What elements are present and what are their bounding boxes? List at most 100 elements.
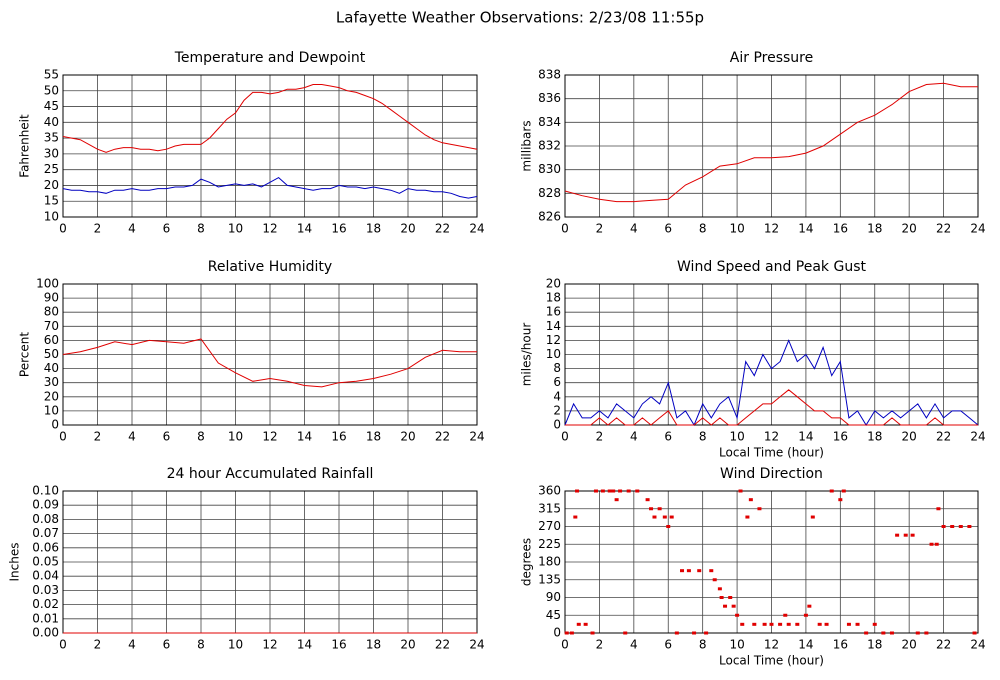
point: [807, 604, 812, 608]
point: [748, 498, 753, 502]
point: [593, 489, 598, 493]
y-tick-label: 50: [44, 83, 59, 97]
y-tick-label: 0.04: [32, 569, 59, 583]
point: [872, 622, 877, 626]
point: [762, 622, 767, 626]
point: [614, 498, 619, 502]
x-tick-label: 2: [94, 638, 102, 652]
x-tick-label: 10: [729, 638, 744, 652]
point: [709, 569, 714, 573]
point: [607, 489, 612, 493]
y-tick-label: 40: [44, 115, 59, 129]
y-axis-label: degrees: [520, 538, 534, 586]
y-tick-label: 0.05: [32, 555, 59, 569]
x-tick-label: 6: [163, 638, 171, 652]
y-tick-label: 0.06: [32, 540, 59, 554]
y-tick-label: 70: [44, 319, 59, 333]
x-tick-label: 8: [699, 638, 707, 652]
y-tick-label: 90: [44, 291, 59, 305]
point: [958, 525, 963, 528]
point: [903, 533, 908, 537]
x-tick-label: 8: [197, 430, 205, 444]
point: [600, 489, 605, 493]
series-line: [62, 338, 477, 388]
y-axis-label: Fahrenheit: [18, 114, 32, 178]
point: [740, 622, 745, 626]
y-tick-label: 4: [553, 389, 561, 403]
x-tick-label: 8: [699, 430, 707, 444]
x-tick-label: 2: [596, 430, 604, 444]
y-tick-label: 60: [44, 333, 59, 347]
point: [731, 604, 736, 608]
x-tick-label: 4: [128, 430, 136, 444]
point: [666, 525, 671, 528]
y-tick-label: 0.09: [32, 498, 59, 512]
x-tick-label: 22: [936, 638, 951, 652]
x-tick-label: 22: [936, 430, 951, 444]
x-tick-label: 4: [128, 638, 136, 652]
x-tick-label: 14: [297, 430, 312, 444]
x-tick-label: 8: [197, 638, 205, 652]
point: [686, 569, 691, 573]
x-tick-label: 14: [798, 430, 813, 444]
point: [941, 525, 946, 528]
point: [717, 587, 722, 591]
y-axis-label: miles/hour: [520, 323, 534, 387]
y-tick-label: 180: [538, 555, 561, 569]
x-tick-label: 18: [867, 638, 882, 652]
point: [786, 622, 791, 626]
x-tick-label: 18: [366, 638, 381, 652]
y-tick-label: 14: [546, 319, 561, 333]
point: [712, 578, 717, 582]
chart-title: 24 hour Accumulated Rainfall: [167, 466, 374, 482]
y-tick-label: 18: [546, 291, 561, 305]
point: [803, 613, 808, 617]
x-tick-label: 2: [596, 222, 604, 236]
x-tick-label: 8: [197, 222, 205, 236]
point: [583, 622, 588, 626]
x-tick-label: 16: [331, 430, 346, 444]
y-tick-label: 10: [44, 210, 59, 224]
point: [846, 622, 851, 626]
x-tick-label: 16: [833, 222, 848, 236]
series-line: [62, 84, 478, 153]
point: [769, 622, 774, 626]
x-tick-label: 14: [798, 222, 813, 236]
point: [618, 489, 623, 493]
x-tick-label: 12: [262, 430, 277, 444]
x-tick-label: 0: [561, 222, 569, 236]
x-tick-label: 24: [469, 638, 484, 652]
point: [662, 515, 667, 519]
series-line: [62, 176, 478, 199]
point: [719, 596, 724, 599]
point: [576, 622, 581, 626]
y-tick-label: 135: [538, 572, 561, 586]
y-tick-label: 20: [546, 277, 561, 291]
point: [569, 631, 574, 635]
x-tick-label: 22: [435, 430, 450, 444]
y-tick-label: 6: [553, 375, 561, 389]
y-tick-label: 0.02: [32, 597, 59, 611]
point: [680, 569, 685, 573]
y-tick-label: 100: [36, 277, 59, 291]
point: [936, 507, 941, 511]
x-tick-label: 10: [228, 222, 243, 236]
x-tick-label: 10: [228, 638, 243, 652]
point: [795, 622, 800, 626]
y-tick-label: 0.10: [32, 484, 59, 498]
x-tick-label: 4: [630, 430, 638, 444]
x-tick-label: 12: [262, 638, 277, 652]
chart-title: Wind Speed and Peak Gust: [677, 259, 866, 275]
x-tick-label: 16: [833, 638, 848, 652]
y-tick-label: 826: [538, 210, 561, 224]
plot-frame: [564, 490, 979, 634]
y-tick-label: 836: [538, 91, 561, 105]
point: [817, 622, 822, 626]
point: [657, 507, 662, 511]
point: [635, 489, 640, 493]
y-tick-label: 225: [538, 537, 561, 551]
y-tick-label: 20: [44, 389, 59, 403]
x-tick-label: 24: [469, 430, 484, 444]
point: [738, 489, 743, 493]
x-tick-label: 16: [331, 222, 346, 236]
